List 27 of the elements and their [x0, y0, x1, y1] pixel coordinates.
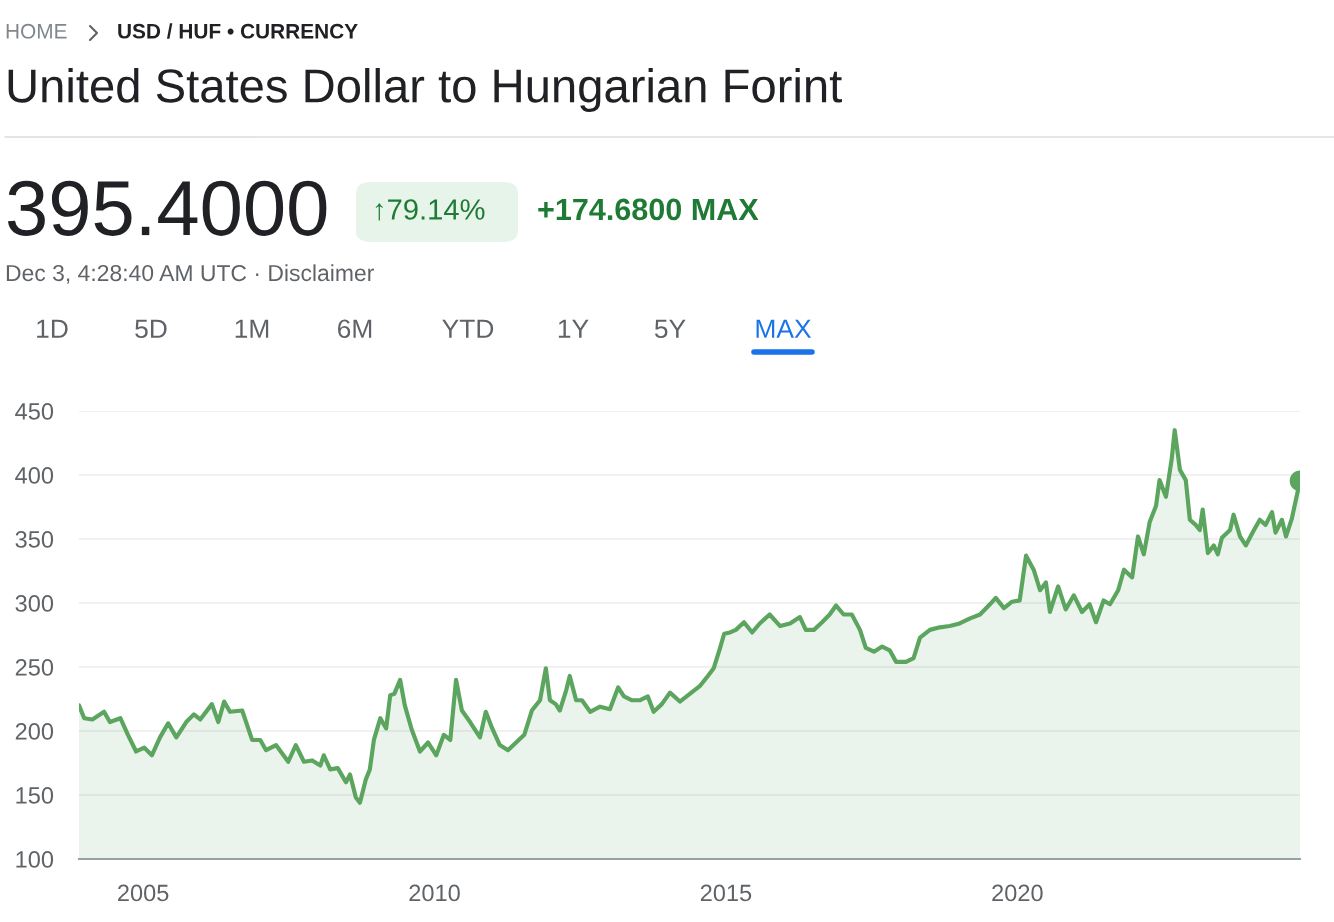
chart-title: United States Dollar to Hungarian Forint	[8, 67, 842, 113]
text: 1D	[37, 319, 68, 338]
y-tick-label: 100	[16, 851, 54, 868]
x-tick-label: 2010	[409, 884, 460, 902]
y-tick-label: 450	[15, 403, 54, 420]
text: HOME	[6, 23, 67, 39]
text: USD / HUF • CURRENCY	[118, 23, 358, 39]
y-tick-label: 350	[15, 531, 54, 548]
text: 5D	[135, 319, 167, 339]
x-tick-label: 2005	[118, 884, 169, 902]
text: 395.4000	[7, 180, 327, 236]
x-tick-label: 2015	[700, 884, 752, 902]
text: 1M	[235, 319, 269, 338]
x-tick-label: 2020	[992, 884, 1043, 902]
text: YTD	[442, 319, 494, 338]
y-tick-label: 400	[15, 467, 54, 484]
text: MAX	[756, 319, 812, 338]
text: Dec 3, 4:28:40 AM UTC · Disclaimer	[6, 264, 374, 284]
y-tick-label: 150	[16, 787, 54, 804]
y-tick-label: 250	[15, 659, 54, 676]
text: 6M	[338, 319, 372, 339]
text: 5Y	[654, 319, 686, 339]
text: +174.6800 MAX	[538, 198, 759, 221]
text: ↑79.14%	[375, 199, 485, 221]
y-tick-label: 300	[15, 595, 54, 612]
y-tick-label: 200	[15, 723, 54, 740]
text: 1Y	[558, 319, 589, 338]
